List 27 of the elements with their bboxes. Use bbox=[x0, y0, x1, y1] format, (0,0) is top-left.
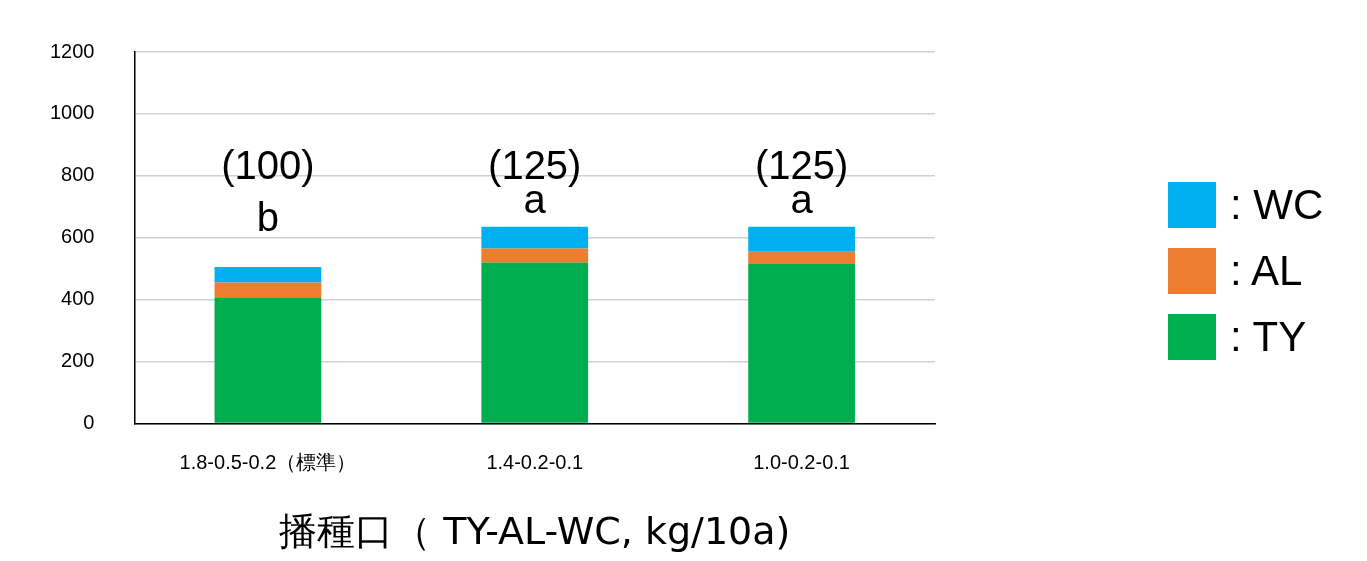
y-tick-label: 1200 bbox=[49, 39, 95, 62]
x-axis-title: 播種口（ TY-AL-WC, kg/10a) bbox=[279, 509, 791, 554]
annotation: (100) bbox=[221, 143, 315, 188]
legend-label: : WC bbox=[1230, 181, 1324, 229]
bar bbox=[748, 251, 855, 265]
x-tick-label: 1.0-0.2-0.1 bbox=[753, 450, 850, 473]
bar bbox=[481, 248, 589, 263]
x-tick-label: 1.4-0.2-0.1 bbox=[486, 450, 584, 473]
y-tick-label: 400 bbox=[61, 287, 95, 310]
legend-label: : TY bbox=[1230, 313, 1307, 361]
bar bbox=[214, 282, 322, 299]
x-tick-label: 1.8-0.5-0.2（標準） bbox=[179, 450, 357, 473]
bar bbox=[748, 226, 855, 252]
y-tick-label: 0 bbox=[83, 410, 95, 433]
bar bbox=[481, 262, 589, 423]
annotation: b bbox=[256, 195, 280, 240]
y-tick-label: 800 bbox=[61, 163, 95, 186]
annotation: (125) bbox=[754, 143, 849, 188]
bar bbox=[214, 298, 322, 423]
annotation: (125) bbox=[488, 143, 582, 188]
bar bbox=[481, 226, 589, 249]
bar bbox=[748, 264, 855, 423]
legend-label: : AL bbox=[1230, 247, 1303, 295]
y-tick-label: 600 bbox=[61, 225, 95, 248]
bar bbox=[214, 267, 322, 283]
y-tick-label: 1000 bbox=[49, 101, 95, 124]
y-tick-label: 200 bbox=[61, 349, 95, 372]
